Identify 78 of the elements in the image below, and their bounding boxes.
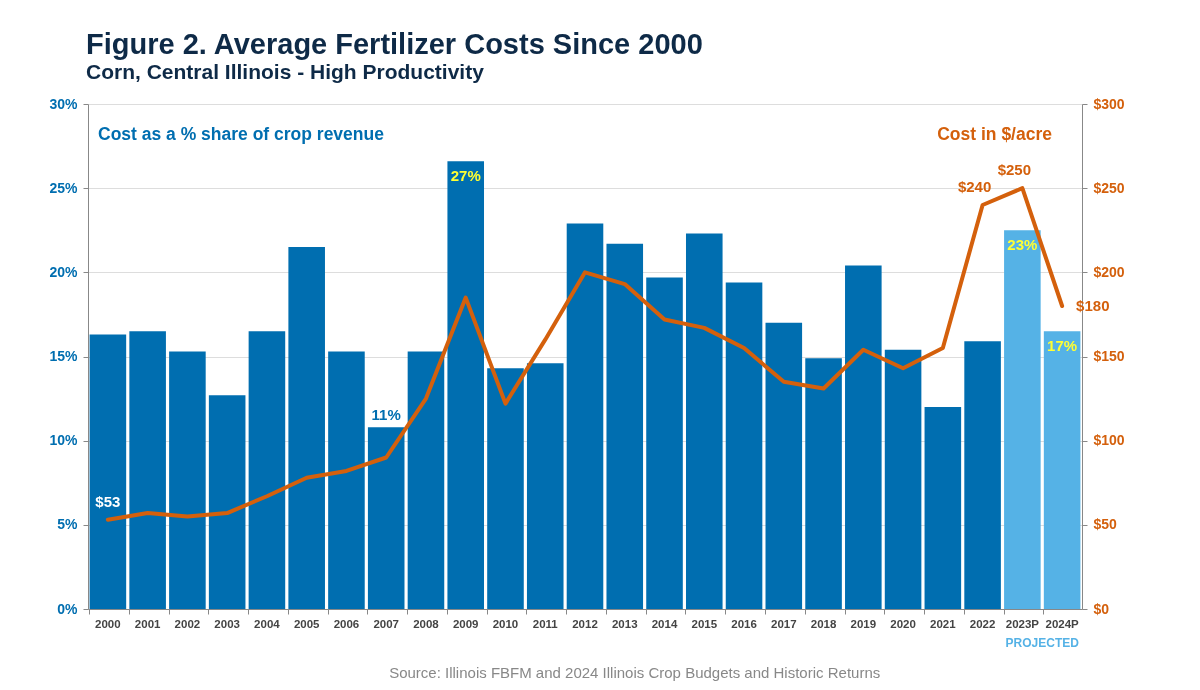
bar: [566, 223, 604, 609]
x-tick-label: 2007: [373, 617, 399, 630]
bar: [367, 427, 405, 609]
text: Cost as a % share of crop revenue: [98, 124, 385, 144]
bar: [89, 334, 127, 609]
bar: [924, 407, 962, 609]
bar: [646, 277, 683, 609]
x-tick-label: 2000: [95, 617, 121, 630]
bar: [765, 322, 803, 609]
chart-subtitle: Corn, Central Illinois - High Productivity: [86, 60, 485, 83]
bar: [447, 161, 485, 609]
chart-title: Figure 2. Average Fertilizer Costs Since 2000: [86, 28, 703, 60]
bar: [845, 265, 882, 609]
data-label: $180: [1076, 297, 1110, 314]
x-tick-label: 2011: [532, 617, 559, 630]
y-tick-label: 30%: [49, 95, 79, 112]
bar: [407, 351, 445, 609]
bar: [685, 233, 723, 609]
x-tick-label: 2002: [174, 617, 201, 630]
y2-tick-label: $200: [1093, 263, 1125, 280]
x-tick-label: 2010: [492, 617, 519, 630]
x-tick-label: 2012: [572, 617, 598, 630]
bar: [328, 351, 365, 609]
bar: [884, 349, 922, 609]
data-label: $250: [997, 161, 1032, 179]
y-tick-label: 20%: [49, 263, 79, 280]
x-tick-label: 2006: [333, 617, 360, 630]
x-tick-label: 2008: [413, 617, 440, 630]
bar: [526, 363, 564, 609]
source-note: Source: Illinois FBFM and 2024 Illinois Crop Budgets and Historic Returns: [389, 664, 881, 681]
bar: [129, 331, 166, 609]
y2-tick-label: $150: [1093, 348, 1125, 364]
bar: [606, 243, 644, 609]
data-label: $53: [95, 492, 121, 510]
x-tick-label: 2004: [254, 617, 281, 630]
x-tick-label: 2017: [771, 617, 797, 630]
x-tick-label: 2024P: [1045, 617, 1080, 630]
y-tick-label: 10%: [49, 432, 79, 449]
bar: [487, 368, 524, 609]
x-tick-label: 2023P: [1005, 617, 1040, 630]
bar: [1004, 230, 1041, 609]
x-tick-label: 2009: [452, 617, 479, 630]
text: PROJECTED: [1005, 636, 1080, 650]
x-tick-label: 2016: [731, 617, 757, 630]
data-label: 11%: [371, 406, 401, 424]
data-label: 23%: [1007, 236, 1038, 254]
x-tick-label: 2001: [134, 617, 162, 630]
bar: [288, 247, 325, 609]
x-tick-label: 2003: [214, 617, 240, 630]
y2-tick-label: $100: [1093, 432, 1125, 449]
y2-tick-label: $0: [1093, 600, 1110, 617]
bar: [169, 351, 206, 609]
bar: [725, 282, 763, 609]
text: Cost in $/acre: [937, 124, 1053, 144]
y2-tick-label: $50: [1093, 516, 1118, 533]
y2-tick-label: $300: [1093, 95, 1125, 112]
data-label: 27%: [450, 167, 481, 185]
x-tick-label: 2019: [850, 617, 877, 630]
y-tick-label: 25%: [49, 179, 79, 196]
y-tick-label: 0%: [57, 600, 79, 617]
bar: [208, 395, 246, 609]
x-tick-label: 2021: [930, 617, 957, 630]
x-tick-label: 2015: [691, 617, 718, 630]
bar: [805, 358, 842, 609]
y-tick-label: 15%: [49, 348, 79, 364]
data-label: 17%: [1047, 337, 1078, 355]
x-tick-label: 2022: [969, 617, 996, 630]
x-tick-label: 2020: [890, 617, 916, 630]
x-tick-label: 2013: [611, 617, 638, 630]
y-tick-label: 5%: [57, 516, 79, 533]
bar: [1043, 331, 1081, 609]
y2-tick-label: $250: [1093, 179, 1125, 196]
x-tick-label: 2014: [651, 617, 678, 630]
bar: [248, 331, 286, 609]
x-tick-label: 2018: [810, 617, 837, 630]
bar: [964, 341, 1001, 609]
x-tick-label: 2005: [293, 617, 321, 630]
data-label: $240: [957, 178, 992, 195]
